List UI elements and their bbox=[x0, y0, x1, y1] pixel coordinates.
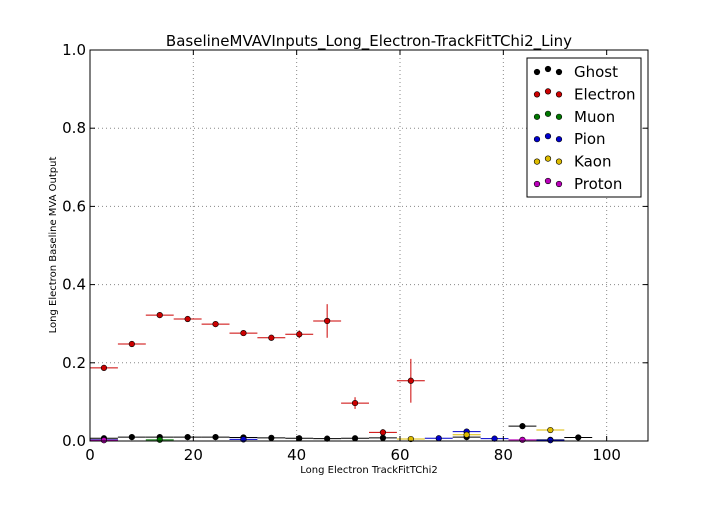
data-point bbox=[268, 434, 275, 441]
data-point bbox=[575, 434, 582, 441]
legend-label-ghost: Ghost bbox=[574, 63, 618, 81]
x-tick-label: 100 bbox=[592, 446, 621, 464]
data-point bbox=[268, 334, 275, 341]
legend-label-pion: Pion bbox=[574, 130, 606, 148]
x-tick-label: 20 bbox=[184, 446, 203, 464]
data-point bbox=[547, 426, 554, 434]
data-point bbox=[184, 315, 191, 323]
data-point bbox=[212, 433, 219, 441]
legend-marker bbox=[555, 68, 563, 76]
data-point bbox=[240, 329, 247, 337]
x-tick-label: 0 bbox=[85, 446, 95, 464]
legend-marker bbox=[533, 68, 541, 76]
y-tick-label: 0.8 bbox=[62, 119, 86, 137]
legend-box bbox=[526, 57, 642, 198]
data-point bbox=[351, 399, 359, 407]
legend-marker bbox=[555, 158, 563, 165]
y-tick-label: 0.2 bbox=[62, 354, 86, 372]
data-point bbox=[547, 437, 554, 444]
chart-title: BaselineMVAVInputs_Long_Electron-TrackFi… bbox=[166, 32, 572, 51]
series-pion bbox=[90, 428, 565, 444]
data-point bbox=[156, 436, 163, 443]
data-point bbox=[379, 434, 387, 441]
legend-marker bbox=[533, 136, 541, 143]
data-point bbox=[296, 435, 303, 442]
x-axis-label: Long Electron TrackFitTChi2 bbox=[300, 465, 437, 476]
data-point bbox=[184, 433, 191, 441]
data-point bbox=[463, 431, 470, 438]
data-point bbox=[296, 331, 303, 338]
legend-marker bbox=[544, 88, 552, 95]
legend-marker bbox=[544, 133, 552, 140]
data-point bbox=[407, 377, 414, 384]
legend-marker bbox=[544, 155, 552, 162]
data-point bbox=[128, 433, 135, 441]
plot-frame bbox=[89, 49, 649, 442]
x-tick-label: 60 bbox=[390, 446, 409, 464]
legend-marker bbox=[544, 177, 552, 185]
data-point bbox=[407, 435, 414, 443]
y-tick-label: 1.0 bbox=[62, 41, 86, 59]
legend-marker bbox=[544, 65, 552, 73]
legend-marker bbox=[555, 136, 563, 143]
series-kaon bbox=[396, 426, 565, 443]
legend-label-proton: Proton bbox=[574, 175, 622, 193]
data-point bbox=[519, 436, 526, 443]
x-tick-label: 80 bbox=[494, 446, 513, 464]
legend-label-muon: Muon bbox=[574, 108, 615, 126]
y-axis-label: Long Electron Baseline MVA Output bbox=[48, 157, 59, 334]
legend-marker bbox=[533, 180, 541, 188]
data-point bbox=[156, 311, 163, 319]
legend-marker bbox=[533, 158, 541, 165]
y-tick-label: 0.6 bbox=[62, 197, 86, 215]
data-point bbox=[379, 429, 387, 436]
series-electron bbox=[90, 304, 425, 436]
data-point bbox=[519, 423, 526, 430]
data-point bbox=[212, 320, 219, 328]
data-point bbox=[100, 364, 108, 371]
legend-marker bbox=[533, 113, 541, 120]
legend-marker bbox=[555, 180, 563, 188]
y-tick-label: 0.0 bbox=[62, 432, 86, 450]
data-point bbox=[435, 435, 442, 442]
data-point bbox=[324, 317, 331, 325]
legend-marker bbox=[555, 91, 563, 98]
legend-marker bbox=[555, 113, 563, 120]
legend-marker bbox=[533, 91, 541, 98]
x-tick-label: 40 bbox=[287, 446, 306, 464]
legend-marker bbox=[544, 110, 552, 117]
data-point bbox=[128, 340, 135, 348]
data-point bbox=[100, 437, 108, 444]
legend: Ghost Electron Muon Pion Kaon Proton bbox=[526, 57, 642, 198]
legend-label-kaon: Kaon bbox=[574, 153, 611, 171]
legend-label-electron: Electron bbox=[574, 85, 636, 103]
data-point bbox=[351, 435, 359, 442]
y-tick-label: 0.4 bbox=[62, 276, 86, 294]
